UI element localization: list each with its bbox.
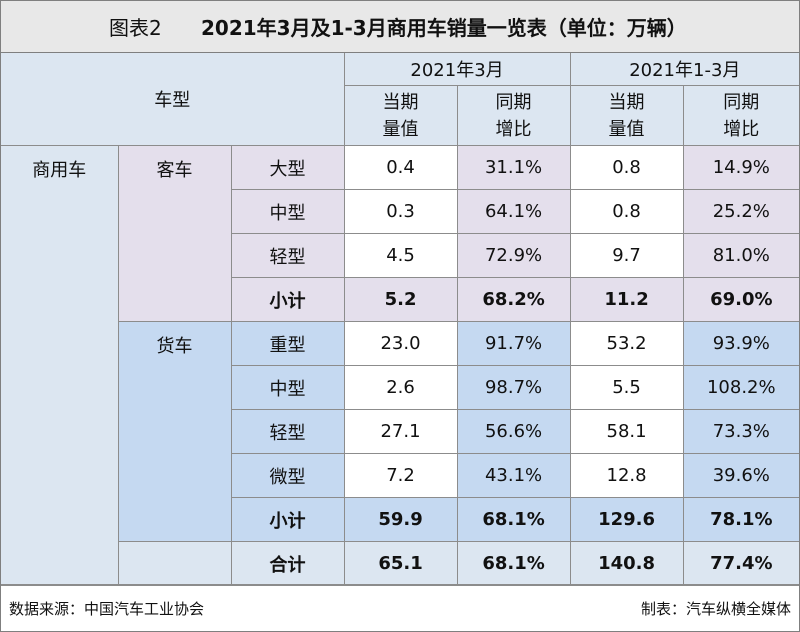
value-cell: 2.6 xyxy=(343,365,458,410)
data-row: 轻型 4.5 72.9% 9.7 81.0% xyxy=(1,233,800,278)
row-label: 大型 xyxy=(230,145,345,190)
sales-table: 车型 2021年3月 2021年1-3月 当期 量值 同期 增比 当期 量值 同期 增比 商用车 客车大… xyxy=(1,53,800,586)
maker: 制表：汽车纵横全媒体 xyxy=(640,599,791,618)
value-cell: 12.8 xyxy=(569,453,684,498)
row-label: 轻型 xyxy=(231,233,345,278)
value-cell: 140.8 xyxy=(569,541,684,586)
value-cell: 39.6% xyxy=(682,453,800,498)
data-row: 中型 2.6 98.7% 5.5 108.2% xyxy=(1,365,800,410)
data-row: 商用车 客车 大型 0.4 31.1% 0.8 14.9% xyxy=(1,145,800,586)
metric-line: 增比 xyxy=(723,118,760,140)
value-cell: 7.2 xyxy=(343,453,458,498)
data-row: 中型 0.3 64.1% 0.8 25.2% xyxy=(1,189,800,234)
data-row: 货车 重型 23.0 91.7% 53.2 93.9% xyxy=(1,321,800,542)
metric-line: 当期 xyxy=(608,91,645,113)
value-cell: 5.5 xyxy=(569,365,684,410)
group-cell: 商用车 xyxy=(1,145,119,586)
data-row: 微型 7.2 43.1% 12.8 39.6% xyxy=(1,453,800,498)
title-bar: 图表2 2021年3月及1-3月商用车销量一览表（单位：万辆） xyxy=(1,1,799,53)
metric-header: 同期 增比 xyxy=(456,85,571,146)
row-label: 小计 xyxy=(231,277,345,322)
subtotal-row: 小计 59.9 68.1% 129.6 78.1% xyxy=(1,497,800,542)
row-label: 重型 xyxy=(230,321,345,366)
row-label: 合计 xyxy=(230,541,345,586)
value-cell: 56.6% xyxy=(456,409,571,454)
row-label: 中型 xyxy=(231,365,345,410)
value-cell: 91.7% xyxy=(456,321,571,366)
value-cell: 64.1% xyxy=(456,189,571,234)
footer: 数据来源：中国汽车工业协会 制表：汽车纵横全媒体 xyxy=(1,584,799,631)
value-cell: 98.7% xyxy=(456,365,571,410)
row-label: 微型 xyxy=(231,453,345,498)
value-cell: 65.1 xyxy=(343,541,458,586)
value-cell: 81.0% xyxy=(682,233,800,278)
metric-line: 同期 xyxy=(723,91,760,113)
metric-header: 当期 量值 xyxy=(569,85,684,146)
value-cell: 68.1% xyxy=(456,541,571,586)
value-cell: 0.8 xyxy=(569,145,684,190)
value-cell: 5.2 xyxy=(343,277,458,322)
value-cell: 59.9 xyxy=(343,497,458,542)
blank-cell xyxy=(118,541,232,586)
value-cell: 72.9% xyxy=(456,233,571,278)
value-cell: 14.9% xyxy=(682,145,800,190)
value-cell: 93.9% xyxy=(682,321,800,366)
header-row: 车型 2021年3月 2021年1-3月 xyxy=(1,53,800,146)
data-row: 轻型 27.1 56.6% 58.1 73.3% xyxy=(1,409,800,454)
value-cell: 43.1% xyxy=(456,453,571,498)
value-cell: 129.6 xyxy=(569,497,684,542)
metric-line: 当期 xyxy=(382,91,419,113)
value-cell: 108.2% xyxy=(682,365,800,410)
value-cell: 0.8 xyxy=(569,189,684,234)
total-row: 合计 65.1 68.1% 140.8 77.4% xyxy=(1,541,800,586)
metric-header: 当期 量值 xyxy=(344,85,458,146)
subtotal-row: 小计 5.2 68.2% 11.2 69.0% xyxy=(1,277,800,322)
value-cell: 23.0 xyxy=(343,321,458,366)
value-cell: 73.3% xyxy=(682,409,800,454)
metric-line: 增比 xyxy=(495,118,532,140)
value-cell: 68.1% xyxy=(456,497,571,542)
value-cell: 0.4 xyxy=(343,145,458,190)
value-cell: 78.1% xyxy=(682,497,800,542)
section-cell: 客车 xyxy=(117,145,232,322)
value-cell: 69.0% xyxy=(682,277,800,322)
value-cell: 31.1% xyxy=(456,145,571,190)
figure-label: 图表2 xyxy=(109,16,162,40)
value-cell: 11.2 xyxy=(569,277,684,322)
section-cell: 货车 xyxy=(118,321,232,542)
value-cell: 25.2% xyxy=(682,189,800,234)
row-label: 轻型 xyxy=(231,409,345,454)
value-cell: 9.7 xyxy=(569,233,684,278)
metric-line: 同期 xyxy=(495,91,532,113)
row-label: 小计 xyxy=(231,497,345,542)
period-header: 2021年1-3月 xyxy=(569,53,800,86)
metric-line: 量值 xyxy=(382,118,419,140)
value-cell: 0.3 xyxy=(343,189,458,234)
metric-header: 同期 增比 xyxy=(682,85,800,146)
value-cell: 53.2 xyxy=(569,321,684,366)
header-row: 当期 量值 同期 增比 当期 量值 同期 增比 xyxy=(1,85,800,146)
metric-line: 量值 xyxy=(608,118,645,140)
row-label: 中型 xyxy=(231,189,345,234)
title: 2021年3月及1-3月商用车销量一览表（单位：万辆） xyxy=(201,16,687,40)
value-cell: 58.1 xyxy=(569,409,684,454)
value-cell: 77.4% xyxy=(682,541,800,586)
period-header: 2021年3月 xyxy=(343,53,571,86)
value-cell: 4.5 xyxy=(343,233,458,278)
corner-header: 车型 xyxy=(1,53,345,146)
value-cell: 68.2% xyxy=(456,277,571,322)
value-cell: 27.1 xyxy=(343,409,458,454)
source: 数据来源：中国汽车工业协会 xyxy=(9,599,205,618)
